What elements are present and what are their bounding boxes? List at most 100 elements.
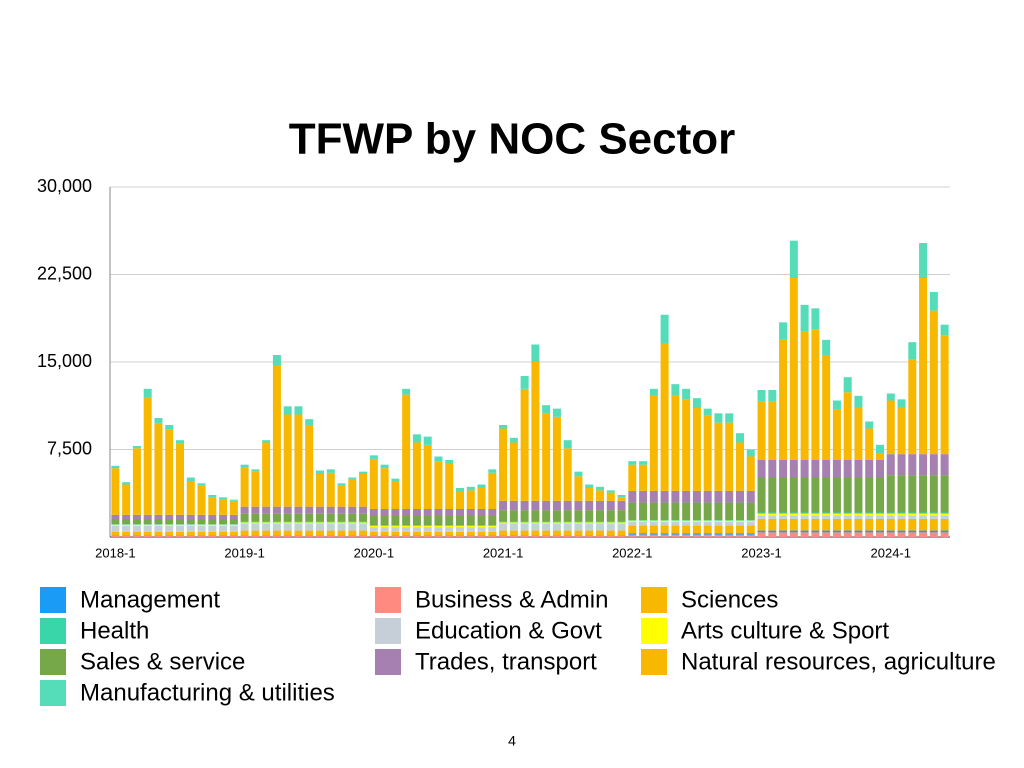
bar-segment: [671, 520, 680, 521]
bar-segment: [919, 532, 928, 537]
bar-segment: [434, 531, 443, 536]
bar-segment: [176, 524, 184, 525]
bar-segment: [552, 408, 561, 417]
bar-segment: [391, 525, 400, 526]
bar-segment: [208, 535, 217, 536]
bar-segment: [779, 322, 788, 340]
bar-segment: [240, 521, 249, 523]
bar-segment: [897, 475, 906, 513]
bar-segment: [919, 243, 928, 278]
bar-segment: [229, 525, 238, 532]
bar-segment: [456, 516, 464, 526]
bar-segment: [165, 531, 174, 536]
bar-segment: [337, 521, 346, 523]
bar-segment: [499, 510, 508, 522]
bar-segment: [434, 525, 443, 526]
bar-segment: [811, 308, 820, 330]
bar-segment: [380, 527, 389, 532]
bar-segment: [229, 524, 238, 526]
bar-segment: [843, 377, 852, 393]
bar-segment: [542, 535, 551, 537]
bar-segment: [897, 512, 906, 514]
bar-segment: [811, 513, 820, 516]
bar-segment: [919, 513, 928, 516]
bar-segment: [563, 440, 572, 449]
bar-segment: [617, 535, 626, 537]
bar-segment: [660, 490, 669, 503]
bar-segment: [843, 518, 852, 531]
bar-segment: [348, 513, 357, 522]
legend-swatch: [40, 680, 66, 706]
bar-segment: [434, 509, 443, 516]
bar-segment: [843, 512, 852, 514]
bar-segment: [466, 531, 475, 536]
bar-segment: [843, 532, 852, 537]
bar-segment: [380, 516, 389, 526]
bar-segment: [423, 444, 432, 509]
bar-segment: [779, 530, 788, 533]
bar-segment: [649, 533, 658, 535]
bar-segment: [477, 525, 486, 528]
bar-segment: [800, 518, 809, 531]
bar-segment: [240, 464, 249, 467]
bar-segment: [229, 519, 238, 525]
bar-segment: [283, 530, 292, 536]
bar-segment: [197, 525, 206, 532]
bar-segment: [499, 521, 508, 523]
bar-segment: [574, 521, 583, 523]
bar-segment: [316, 530, 324, 536]
bar-segment: [919, 475, 928, 513]
x-tick-label: 2018-1: [95, 545, 135, 560]
bar-segment: [552, 521, 561, 523]
bar-segment: [649, 388, 658, 396]
bar-segment: [832, 515, 841, 519]
bar-segment: [606, 500, 615, 511]
bar-segment: [369, 527, 378, 532]
bar-segment: [800, 512, 809, 514]
bar-segment: [886, 512, 895, 514]
bar-segment: [531, 362, 540, 501]
bar-segment: [585, 488, 594, 501]
bar-segment: [639, 533, 648, 535]
bar-segment: [585, 535, 594, 537]
bar-segment: [165, 514, 174, 520]
bar-segment: [240, 535, 249, 537]
bar-segment: [251, 521, 260, 523]
bar-segment: [111, 519, 120, 525]
bar-segment: [682, 388, 691, 400]
bar-segment: [929, 513, 938, 516]
bar-segment: [326, 506, 335, 514]
bar-segment: [391, 478, 400, 481]
bar-segment: [412, 516, 421, 526]
bar-segment: [412, 434, 421, 443]
bar-segment: [768, 518, 777, 531]
bar-segment: [305, 522, 314, 524]
bar-segment: [746, 534, 755, 537]
bar-segment: [391, 481, 400, 509]
bar-segment: [154, 524, 163, 526]
bar-segment: [488, 535, 497, 536]
bar-segment: [294, 530, 303, 536]
bar-segment: [789, 530, 798, 533]
bar-segment: [520, 523, 529, 531]
bar-segment: [456, 509, 464, 516]
bar-segment: [725, 525, 734, 534]
bar-segment: [402, 531, 411, 536]
bar-segment: [359, 521, 368, 523]
x-tick-label: 2019-1: [224, 545, 264, 560]
bar-segment: [391, 535, 400, 537]
bar-segment: [154, 514, 163, 520]
bar-segment: [186, 535, 195, 536]
bar-segment: [908, 359, 917, 455]
bar-segment: [854, 395, 863, 408]
bar-segment: [940, 454, 949, 476]
bar-segment: [132, 525, 141, 532]
bar-segment: [606, 535, 615, 537]
bar-segment: [143, 519, 152, 525]
bar-segment: [671, 490, 680, 503]
bar-segment: [456, 535, 464, 536]
bar-segment: [305, 521, 314, 523]
bar-segment: [229, 531, 238, 536]
bar-segment: [380, 535, 389, 537]
bar-segment: [369, 525, 378, 528]
